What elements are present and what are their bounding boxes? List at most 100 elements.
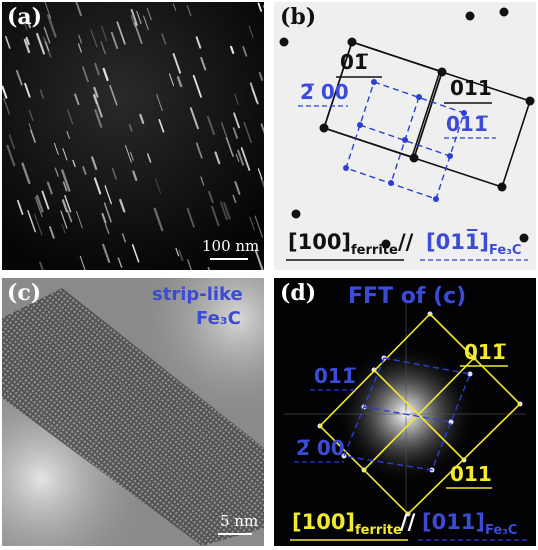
- precipitate-streak: [103, 202, 112, 223]
- diffraction-spot: [499, 7, 509, 17]
- precipitate-streak: [175, 247, 180, 257]
- precipitate-streak: [254, 249, 264, 270]
- zone-axis-fe3c-index: [011]: [422, 510, 486, 534]
- precipitate-streak: [240, 147, 251, 171]
- precipitate-streak: [93, 177, 102, 195]
- precipitate-streak: [242, 46, 248, 57]
- precipitate-streak: [119, 198, 126, 213]
- precipitate-streak: [237, 149, 245, 166]
- precipitate-streak: [234, 181, 241, 195]
- precipitate-streak: [143, 15, 149, 31]
- precipitate-streak: [75, 2, 82, 17]
- precipitate-streak: [260, 177, 264, 188]
- precipitate-streak: [62, 148, 68, 161]
- precipitate-streak: [93, 93, 103, 118]
- precipitate-streak: [94, 109, 103, 128]
- precipitate-streak: [195, 142, 203, 159]
- zone-axis-ferrite-sub: ferrite: [355, 523, 402, 539]
- precipitate-streak: [17, 199, 24, 215]
- zone-axis-fe3c-index: [011̅]: [426, 230, 490, 254]
- precipitate-streak: [43, 26, 51, 44]
- lattice-fringe-region: [2, 288, 264, 546]
- precipitate-streak: [243, 121, 252, 144]
- fe3c-index-left: 011̅: [314, 364, 356, 388]
- precipitate-streak: [23, 19, 28, 30]
- diffraction-spot: [279, 37, 289, 47]
- precipitate-streak: [77, 43, 83, 53]
- precipitate-streak: [248, 25, 254, 39]
- hrtem-micrograph: [2, 278, 264, 546]
- precipitate-streak: [128, 123, 133, 132]
- precipitate-streak: [28, 109, 34, 121]
- panel-a-darkfield-image: (a) 100 nm: [2, 2, 264, 270]
- precipitate-streak: [187, 259, 193, 270]
- zone-axis-ferrite: [100]ferrite: [288, 230, 398, 258]
- precipitate-streak: [101, 212, 107, 224]
- precipitate-streak: [64, 194, 72, 213]
- precipitate-streak: [54, 167, 59, 177]
- precipitate-streak: [82, 166, 87, 175]
- zone-axis-ferrite: [100]ferrite: [292, 510, 402, 538]
- precipitate-streak: [44, 2, 52, 19]
- precipitate-streak: [28, 123, 36, 143]
- precipitate-streak: [125, 145, 132, 163]
- scale-bar-label: 5 nm: [220, 512, 259, 530]
- precipitate-streak: [104, 223, 110, 235]
- panel-d-fft-pattern: (d) FFT of (c) 011̅ 011 011̅ 2̅ 00 [100]…: [274, 278, 536, 546]
- precipitate-streak: [130, 15, 136, 28]
- precipitate-streak: [23, 38, 31, 54]
- fe3c-caption: Fe₃C: [196, 308, 241, 329]
- precipitate-streak: [30, 129, 36, 144]
- precipitate-streak: [49, 226, 55, 239]
- precipitate-streak: [66, 210, 73, 223]
- precipitate-streak: [169, 73, 175, 87]
- precipitate-streak: [158, 118, 165, 133]
- fft-diagram: [274, 278, 536, 546]
- precipitate-streak: [139, 113, 145, 125]
- precipitate-streak: [176, 76, 183, 88]
- diffraction-spot: [465, 11, 475, 21]
- precipitate-streak: [102, 243, 111, 263]
- precipitate-streak: [132, 170, 138, 182]
- precipitate-streak: [232, 194, 237, 203]
- precipitate-streak: [156, 94, 163, 112]
- diffraction-spot: [319, 123, 329, 133]
- fft-spot: [448, 419, 454, 425]
- precipitate-streak: [147, 153, 152, 163]
- precipitate-streak: [62, 181, 68, 192]
- panel-label-a: (a): [7, 4, 43, 30]
- fe3c-lattice-grid: [343, 357, 471, 471]
- precipitate-streak: [109, 84, 118, 106]
- precipitate-streak: [161, 33, 167, 45]
- precipitate-streak: [27, 210, 36, 233]
- precipitate-streak: [24, 13, 31, 29]
- precipitate-streak: [39, 89, 44, 99]
- precipitate-streak: [24, 82, 31, 98]
- precipitate-streak: [117, 257, 123, 268]
- precipitate-streak: [178, 250, 184, 262]
- precipitate-streak: [94, 62, 100, 76]
- precipitate-streak: [136, 10, 142, 25]
- precipitate-streak: [186, 207, 195, 228]
- precipitate-streak: [61, 169, 71, 192]
- diffraction-spot: [347, 37, 357, 47]
- precipitate-streak: [46, 181, 53, 195]
- precipitate-streak: [211, 205, 220, 227]
- precipitate-streak: [260, 123, 264, 134]
- zone-axis-fe3c: [011̅]Fe₃C: [426, 230, 521, 258]
- precipitate-streak: [116, 21, 126, 45]
- precipitate-streak: [76, 210, 83, 229]
- diffraction-spot: [497, 182, 507, 192]
- precipitate-streak: [121, 233, 127, 243]
- precipitate-streak: [155, 178, 161, 194]
- zone-axis-ferrite-sub: ferrite: [351, 243, 398, 259]
- zone-axis-ferrite-index: [100]: [292, 510, 356, 534]
- precipitate-streak: [219, 201, 228, 221]
- panel-label-d: (d): [280, 280, 317, 306]
- precipitate-streak: [232, 127, 238, 139]
- zone-axis-fe3c: [011]Fe₃C: [422, 510, 517, 538]
- precipitate-streak: [192, 74, 202, 98]
- zone-axis-ferrite-index: [100]: [288, 230, 352, 254]
- fe3c-index-right: 011̅: [446, 112, 488, 136]
- precipitate-streak: [235, 153, 240, 163]
